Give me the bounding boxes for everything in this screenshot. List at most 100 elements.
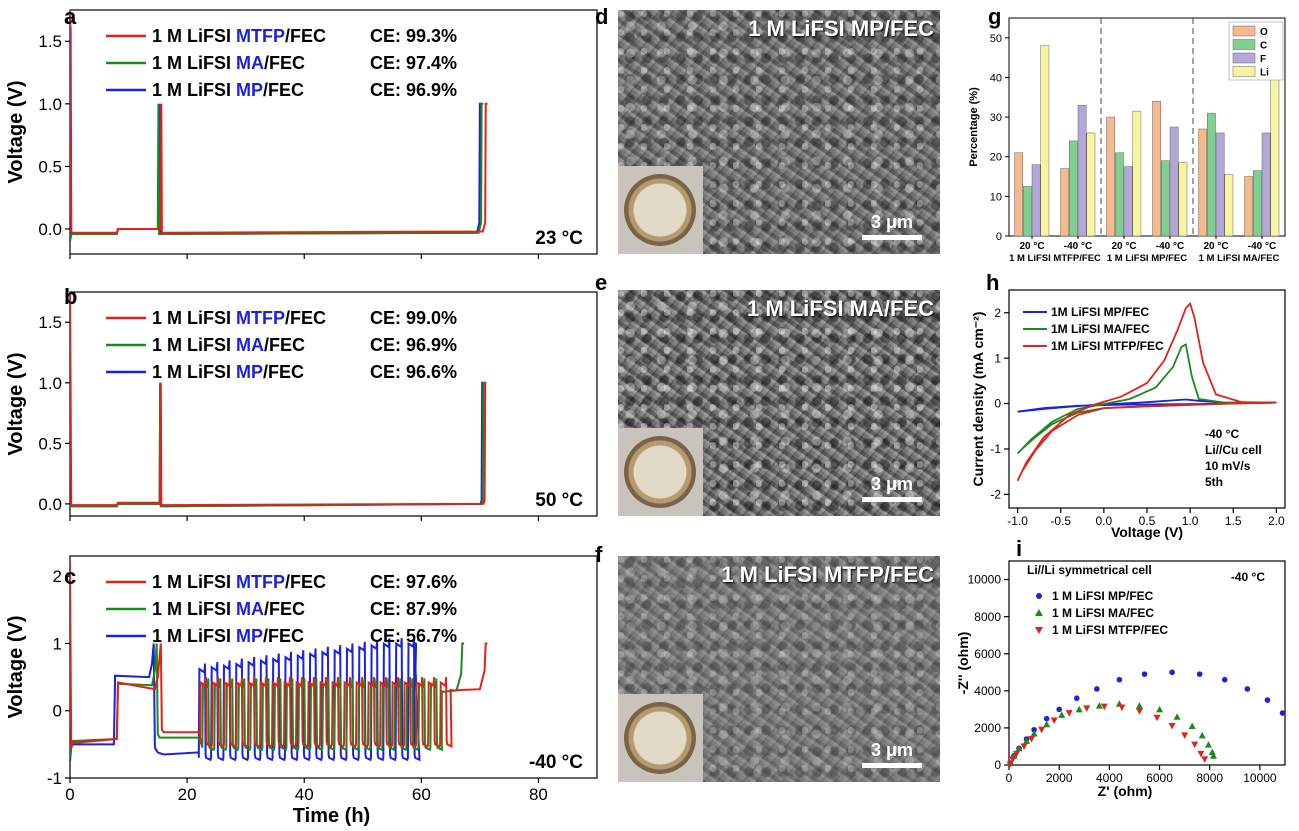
legend-prefix: 1 M LiFSI	[152, 26, 236, 46]
data-point	[1173, 713, 1181, 720]
legend-label: 1M LiFSI MP/FEC	[1051, 305, 1149, 319]
legend-ce: CE: 96.6%	[370, 362, 457, 382]
sem-title-f: 1 M LiFSI MTFP/FEC	[721, 562, 934, 587]
x-category-label: 20 °C	[1111, 241, 1136, 252]
x-tick-label: 10000	[1243, 771, 1277, 785]
legend-prefix: 1 M LiFSI	[152, 308, 236, 328]
x-category-label: -40 °C	[1156, 241, 1184, 252]
plot-frame	[1008, 560, 1286, 766]
scale-bar-d: 3 μm	[862, 212, 922, 240]
scale-label-d: 3 μm	[870, 212, 914, 232]
temperature-annotation: 50 °C	[535, 490, 583, 511]
cv-annotation: 10 mV/s	[1205, 459, 1251, 473]
legend-swatch	[1232, 25, 1256, 37]
data-point	[1279, 710, 1286, 716]
bar	[1132, 110, 1142, 237]
legend-label: O	[1260, 27, 1268, 38]
x-axis-label: Time (h)	[293, 805, 370, 827]
legend-ce: CE: 97.4%	[370, 53, 457, 73]
group-label: 1 M LiFSI MP/FEC	[1107, 253, 1187, 264]
data-point	[1028, 736, 1036, 743]
legend-entry: 1 M LiFSI MP/FEC	[152, 626, 304, 646]
sem-title-d: 1 M LiFSI MP/FEC	[748, 16, 934, 41]
legend-entry: 1 M LiFSI MTFP/FEC	[152, 572, 326, 592]
y-tick-label: 2	[53, 567, 62, 586]
y-tick-label: -2	[990, 488, 1001, 502]
coin-cell-icon	[624, 702, 696, 774]
legend-label: 1M LiFSI MTFP/FEC	[1051, 339, 1164, 353]
data-point	[1168, 723, 1176, 730]
data-point	[1153, 714, 1161, 722]
data-point	[1100, 703, 1108, 711]
y-tick-label: 0.5	[38, 434, 62, 453]
y-tick-label: 1.5	[38, 32, 62, 51]
x-category-label: -40 °C	[1248, 241, 1276, 252]
legend-ce: CE: 56.7%	[370, 626, 457, 646]
series-line	[70, 638, 421, 762]
y-tick-label: 8000	[974, 610, 1001, 624]
bar	[1178, 162, 1188, 237]
x-tick-label: 40	[295, 785, 314, 804]
legend-entry: 1 M LiFSI MP/FEC	[152, 80, 304, 100]
legend-solvent: MA	[236, 599, 264, 619]
scale-bar-line	[862, 235, 922, 240]
legend-swatch	[1232, 39, 1256, 50]
legend-label: F	[1260, 54, 1266, 65]
legend-suffix: /FEC	[263, 80, 304, 100]
bar	[1270, 71, 1280, 237]
y-tick-label: 0	[53, 702, 62, 721]
plot-frame	[69, 9, 598, 255]
y-tick-label: 1	[53, 634, 62, 653]
bar	[1086, 132, 1096, 237]
data-point	[1013, 750, 1021, 758]
temperature-annotation: 23 °C	[535, 228, 583, 249]
data-point	[1116, 676, 1123, 683]
x-tick-label: 20	[178, 785, 197, 804]
legend-label: 1M LiFSI MA/FEC	[1051, 322, 1150, 336]
y-tick-label: 1	[994, 351, 1001, 365]
bar	[1215, 132, 1225, 237]
data-point	[1264, 697, 1271, 703]
data-point	[1201, 756, 1209, 763]
bar	[1224, 174, 1234, 237]
data-point	[1006, 761, 1014, 768]
data-point	[1209, 752, 1217, 759]
y-tick-label: 6000	[974, 647, 1001, 661]
panel-b-voltage-50C: 0.0 0.5 1.0 1.5b Voltage (V) 50 °C 1 M LiFSI M…	[5, 284, 598, 521]
bar	[1069, 140, 1078, 237]
legend-solvent: MTFP	[236, 572, 285, 592]
legend-swatch	[1232, 66, 1256, 77]
legend-suffix: /FEC	[263, 362, 304, 382]
panel-h-cv: -1.0 -0.5 0.0 0.5 1.0 1.5 2.0 -2 -1 0 1 2 h Current d…	[970, 270, 1286, 540]
data-point	[1244, 686, 1251, 692]
bar	[1014, 152, 1024, 237]
panel-letter: c	[64, 564, 76, 589]
series-line	[1016, 343, 1277, 455]
y-tick-label: 2	[994, 306, 1001, 320]
legend-entry: 1 M LiFSI MA/FEC	[152, 53, 305, 73]
y-tick-label: 1.0	[38, 95, 62, 114]
data-point	[1135, 702, 1143, 709]
y-axis-label: Voltage (V)	[5, 81, 27, 184]
data-point	[1075, 705, 1083, 713]
y-axis-label: Voltage (V)	[5, 616, 27, 719]
data-point	[1094, 686, 1100, 692]
legend-ce: CE: 99.0%	[370, 308, 457, 328]
legend-entry: 1 M LiFSI MTFP/FEC	[152, 308, 326, 328]
y-tick-label: 20	[990, 152, 1002, 164]
x-tick-label: 4000	[1096, 771, 1123, 785]
data-point	[1065, 710, 1073, 717]
legend-suffix: /FEC	[264, 53, 305, 73]
scale-bar-e: 3 μm	[862, 474, 922, 502]
series-line	[70, 292, 487, 507]
panel-g-bar-composition: 0 10 20 30 40 50 20 °C -40 °C 20 °C -40 °C 20 °C -4…	[968, 4, 1286, 264]
sem-title-e: 1 M LiFSI MA/FEC	[747, 296, 934, 321]
y-tick-label: 0	[996, 231, 1002, 243]
data-point	[1023, 737, 1031, 744]
bar	[1253, 170, 1262, 237]
legend-label: C	[1260, 41, 1267, 52]
x-tick-label: 6000	[1146, 771, 1173, 785]
legend-ce: CE: 96.9%	[370, 335, 457, 355]
x-category-label: 20 °C	[1203, 241, 1228, 252]
